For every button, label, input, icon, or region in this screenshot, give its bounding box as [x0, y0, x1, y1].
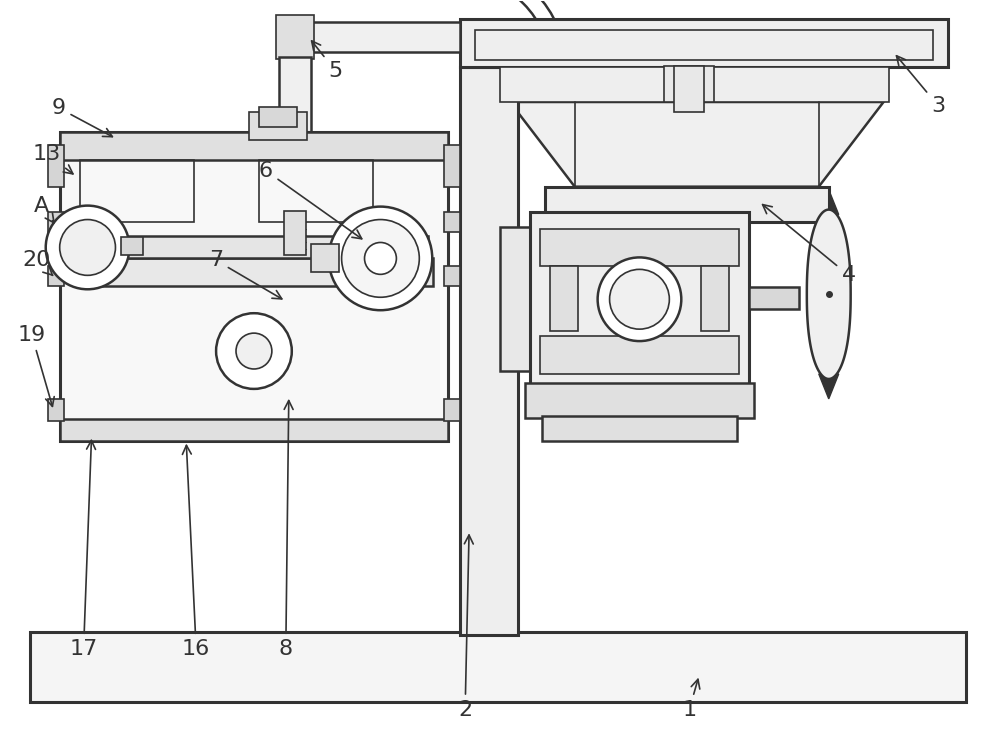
Bar [311, 244, 339, 273]
Bar [60, 132, 448, 441]
Circle shape [46, 205, 129, 289]
Text: 3: 3 [896, 56, 945, 116]
Circle shape [610, 269, 669, 329]
Bar [542, 416, 737, 441]
Text: 5: 5 [312, 41, 343, 81]
Bar [279, 240, 311, 431]
Bar [460, 67, 518, 635]
Bar [500, 67, 889, 102]
Bar [540, 336, 739, 374]
Text: A: A [34, 196, 54, 223]
Bar [475, 30, 933, 60]
Bar [279, 241, 301, 276]
Bar [249, 112, 307, 140]
Text: 16: 16 [182, 445, 210, 659]
Bar [281, 23, 460, 52]
Text: 13: 13 [33, 144, 73, 174]
Text: 20: 20 [23, 251, 53, 276]
Bar [48, 211, 64, 232]
Circle shape [236, 333, 272, 369]
Bar [284, 211, 306, 255]
Bar [460, 19, 948, 67]
Bar [80, 160, 194, 221]
Bar [500, 227, 532, 371]
Bar [525, 383, 754, 418]
Circle shape [365, 243, 396, 274]
Bar [530, 211, 749, 386]
Bar [444, 399, 460, 421]
Bar [30, 632, 966, 702]
Text: 1: 1 [682, 679, 700, 719]
Circle shape [60, 219, 115, 276]
Bar [259, 160, 373, 221]
Circle shape [598, 257, 681, 341]
Bar [674, 66, 704, 112]
Text: 19: 19 [18, 325, 54, 406]
Bar [279, 243, 336, 274]
Bar [444, 211, 460, 232]
Bar [48, 266, 64, 287]
Bar [550, 266, 578, 331]
Bar [60, 132, 448, 160]
Bar [540, 229, 739, 266]
Polygon shape [510, 102, 884, 186]
Bar [259, 107, 297, 127]
Text: 2: 2 [458, 535, 473, 719]
Text: 7: 7 [209, 251, 282, 299]
Circle shape [342, 219, 419, 298]
Bar [48, 399, 64, 421]
Polygon shape [819, 374, 839, 399]
Bar [701, 266, 729, 331]
Bar [80, 237, 428, 258]
Bar [121, 238, 143, 255]
Circle shape [329, 207, 432, 310]
Bar [60, 419, 448, 441]
Text: 17: 17 [69, 440, 98, 659]
Bar [444, 145, 460, 186]
Polygon shape [819, 189, 839, 215]
Bar [279, 57, 311, 241]
Bar [48, 145, 64, 186]
Text: 6: 6 [259, 161, 362, 239]
Bar [664, 66, 714, 102]
Circle shape [216, 313, 292, 389]
Bar [749, 287, 799, 309]
Polygon shape [807, 210, 851, 379]
Text: 9: 9 [52, 98, 112, 137]
Bar [276, 15, 314, 59]
Text: 4: 4 [763, 205, 856, 285]
Bar [75, 258, 433, 287]
Bar [444, 266, 460, 287]
Bar [545, 186, 829, 221]
Text: 8: 8 [279, 401, 293, 659]
